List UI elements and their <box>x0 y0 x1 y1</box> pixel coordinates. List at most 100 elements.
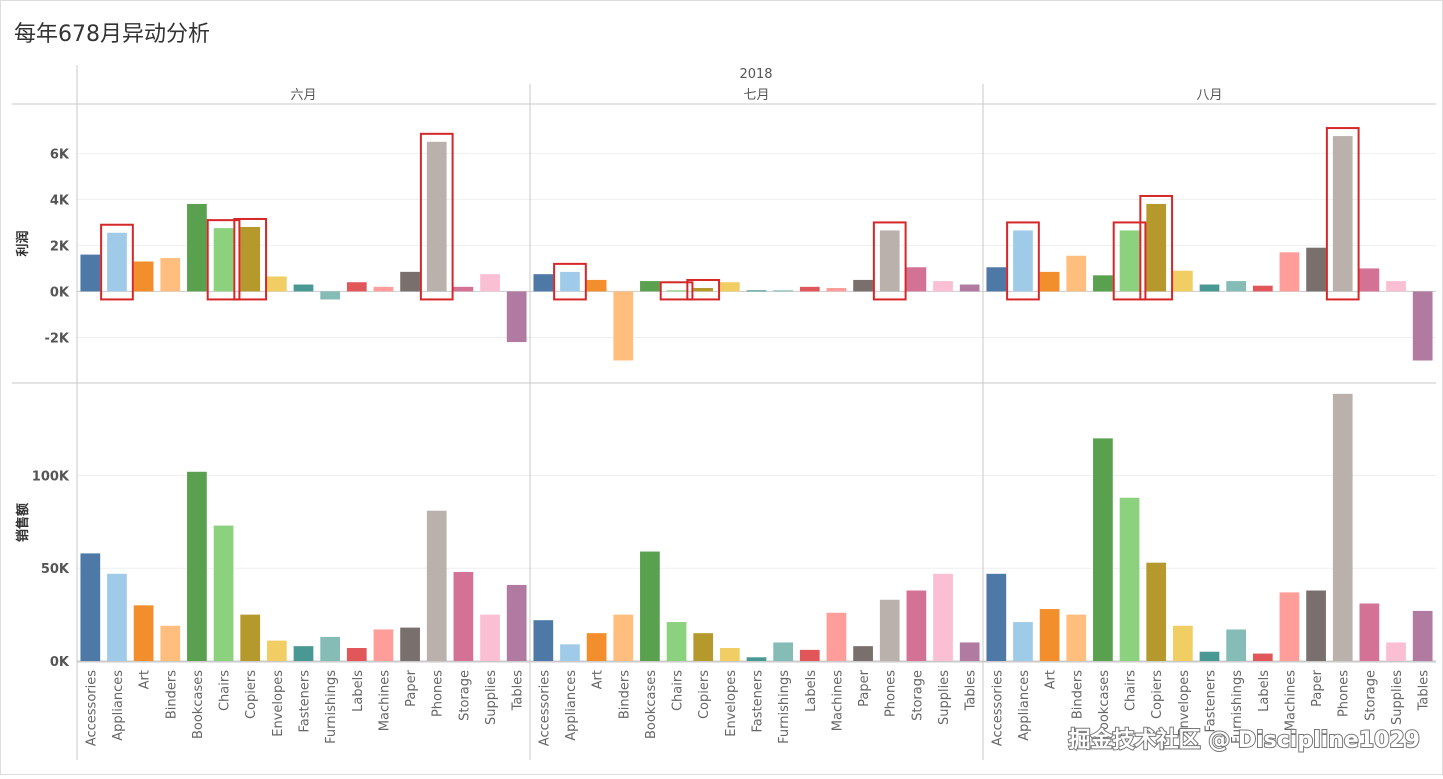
bar-p0-m0-bookcases <box>187 203 207 292</box>
category-label-m0-furnishings: Furnishings <box>324 670 339 744</box>
chart-title: 每年678月异动分析 <box>14 22 210 47</box>
bar-p1-m1-chairs <box>666 622 687 661</box>
panel-lines <box>12 65 1436 760</box>
bar-p1-m0-chairs <box>213 525 234 661</box>
category-label-m2-art: Art <box>1044 670 1059 689</box>
bar-p1-m1-accessories <box>533 620 554 661</box>
bar-p0-m1-accessories <box>533 274 554 292</box>
bar-p1-m0-phones <box>426 510 447 661</box>
category-label-m1-bookcases: Bookcases <box>644 670 659 739</box>
bar-p1-m0-accessories <box>80 553 101 661</box>
category-label-m0-fasteners: Fasteners <box>298 670 313 733</box>
highlight-box-m1-appliances <box>553 262 587 301</box>
bar-p1-m1-bookcases <box>640 551 660 661</box>
bar-p0-m0-phones <box>426 141 447 292</box>
bar-p1-m0-copiers <box>240 614 261 661</box>
bar-p0-m1-chairs <box>666 290 687 292</box>
category-label-m1-labels: Labels <box>804 670 819 712</box>
category-label-m0-envelopes: Envelopes <box>271 670 286 737</box>
bar-p1-m1-appliances <box>560 644 580 661</box>
category-label-m0-paper: Paper <box>404 669 419 706</box>
bar-p0-m2-chairs <box>1119 230 1140 292</box>
highlight-box-m2-copiers <box>1139 194 1174 301</box>
highlight-box-m1-chairs <box>659 281 694 301</box>
category-label-m0-appliances: Appliances <box>111 670 126 741</box>
y-tick-label-p0-2: 2K <box>50 239 70 254</box>
bar-p0-m1-appliances <box>560 271 580 292</box>
highlight-box-m0-appliances <box>100 223 134 301</box>
category-label-m1-paper: Paper <box>857 669 872 706</box>
y-axis-label-p1: 销售额 <box>15 503 31 542</box>
bar-p0-m2-copiers <box>1146 203 1167 292</box>
bar-p0-m0-labels <box>346 282 367 292</box>
category-label-m0-bookcases: Bookcases <box>191 670 206 739</box>
category-label-m2-chairs: Chairs <box>1124 670 1139 711</box>
category-label-m2-paper: Paper <box>1310 669 1325 706</box>
bar-p1-m0-envelopes <box>266 640 287 661</box>
bar-p0-m2-appliances <box>1013 230 1033 292</box>
category-label-m2-appliances: Appliances <box>1017 670 1032 741</box>
bar-p0-m1-phones <box>879 230 900 292</box>
category-label-m1-fasteners: Fasteners <box>751 670 766 733</box>
bar-p1-m0-labels <box>346 648 367 661</box>
bar-p1-m0-furnishings <box>320 636 341 661</box>
bar-p1-m2-appliances <box>1013 622 1033 661</box>
bar-p0-m2-storage <box>1359 268 1380 292</box>
bar-p1-m2-tables <box>1412 610 1433 661</box>
bar-p1-m2-labels <box>1252 653 1273 661</box>
bar-p1-m1-storage <box>906 590 927 661</box>
bar-p1-m2-furnishings <box>1226 629 1247 661</box>
month-header-2: 八月 <box>1196 88 1222 103</box>
category-label-m0-storage: Storage <box>457 670 472 721</box>
bar-p0-m0-machines <box>373 286 394 292</box>
category-label-m2-supplies: Supplies <box>1390 670 1405 725</box>
category-label-m1-machines: Machines <box>830 670 845 731</box>
bar-p1-m2-binders <box>1066 614 1087 661</box>
bar-p0-m2-furnishings <box>1226 281 1247 292</box>
bar-p0-m1-tables <box>959 284 980 292</box>
category-label-m1-accessories: Accessories <box>537 670 552 746</box>
bar-p1-m0-paper <box>400 627 420 661</box>
bar-p1-m0-art <box>133 605 154 661</box>
bar-p0-m2-machines <box>1279 252 1300 292</box>
bar-p0-m1-machines <box>826 287 847 292</box>
category-label-m2-binders: Binders <box>1070 670 1085 719</box>
bar-p0-m0-binders <box>160 258 181 292</box>
bar-p0-m2-paper <box>1306 247 1326 292</box>
bar-p0-m1-storage <box>906 267 927 292</box>
highlight-box-m0-chairs <box>206 219 241 301</box>
bar-p1-m2-machines <box>1279 592 1300 661</box>
category-label-m0-labels: Labels <box>351 670 366 712</box>
category-label-m1-art: Art <box>591 670 606 689</box>
category-label-m0-machines: Machines <box>377 670 392 731</box>
bar-p0-m0-appliances <box>107 232 127 292</box>
bar-p1-m2-copiers <box>1146 562 1167 661</box>
y-tick-label-p0-4: 6K <box>50 147 70 162</box>
category-label-m2-envelopes: Envelopes <box>1177 670 1192 737</box>
category-label-m0-tables: Tables <box>511 670 526 712</box>
bar-p1-m2-chairs <box>1119 497 1140 661</box>
bar-p0-m1-paper <box>853 279 873 292</box>
category-label-m1-envelopes: Envelopes <box>724 670 739 737</box>
bar-p1-m0-machines <box>373 629 394 661</box>
bar-p0-m2-labels <box>1252 285 1273 292</box>
bar-p0-m2-tables <box>1412 291 1433 361</box>
category-label-m2-phones: Phones <box>1337 670 1352 717</box>
bar-p1-m1-binders <box>613 614 634 661</box>
category-label-m0-chairs: Chairs <box>218 670 233 711</box>
category-label-m1-copiers: Copiers <box>697 670 712 719</box>
year-header: 2018 <box>739 67 772 82</box>
highlight-box-m1-copiers <box>686 278 721 301</box>
highlight-box-m1-phones <box>872 221 907 301</box>
category-label-m1-tables: Tables <box>964 670 979 712</box>
bar-p0-m1-bookcases <box>640 281 660 292</box>
bar-p0-m0-supplies <box>480 274 500 292</box>
y-tick-label-p0-1: 0K <box>50 285 70 300</box>
category-label-m1-chairs: Chairs <box>671 670 686 711</box>
month-header-0: 六月 <box>290 88 316 103</box>
category-label-m1-appliances: Appliances <box>564 670 579 741</box>
bar-p0-m0-paper <box>400 271 420 292</box>
bar-p1-m1-tables <box>959 642 980 661</box>
